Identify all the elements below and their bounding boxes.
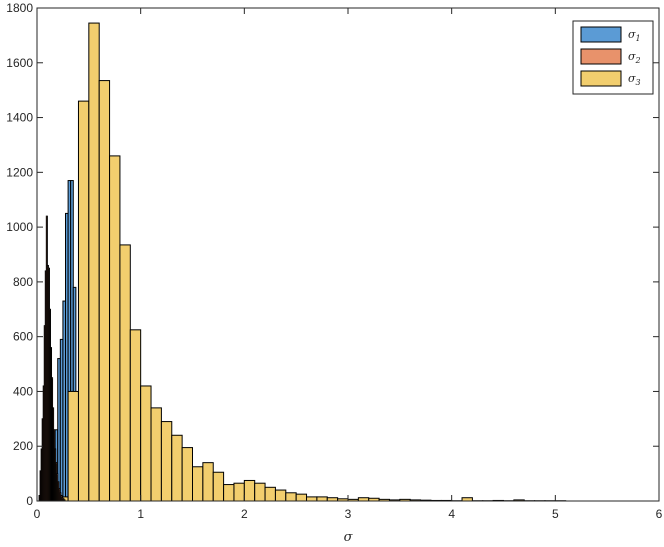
series-3-bar	[274, 489, 287, 502]
legend-swatch	[580, 70, 622, 87]
x-tick-label: 0	[34, 507, 41, 521]
legend: σ1 σ2 σ3	[572, 20, 654, 95]
y-tick-label: 1400	[6, 111, 33, 125]
series-3-bar	[129, 329, 142, 502]
y-tick-label: 0	[26, 494, 33, 508]
ticks-layer: 0 1 2 3 4 5 6 0 200 400 600 800 1000 1200 1400 1600 1800	[6, 1, 662, 521]
series-3-bar	[243, 479, 256, 502]
legend-swatch	[580, 48, 622, 65]
legend-label: σ1	[628, 28, 641, 43]
series-3-bar	[119, 244, 131, 502]
series-3-bar	[171, 434, 183, 502]
legend-items: σ1 σ2 σ3	[580, 26, 641, 87]
series-3-bar	[316, 496, 328, 502]
series-3-bars	[57, 22, 567, 502]
x-tick-label: 1	[137, 507, 144, 521]
y-tick-label: 400	[13, 384, 33, 398]
y-tick-label: 600	[13, 330, 33, 344]
y-tick-label: 800	[13, 275, 33, 289]
series-3-bar	[264, 486, 276, 502]
legend-item-3: σ3	[580, 70, 641, 87]
series-3-bar	[295, 493, 308, 502]
series-3-bar	[150, 407, 162, 502]
series-3-bar	[140, 385, 152, 502]
y-tick-label: 1000	[6, 220, 33, 234]
series-3-bar	[254, 482, 266, 502]
x-axis-label: σ	[344, 530, 354, 545]
legend-label: σ3	[628, 72, 641, 87]
series-3-bar	[285, 492, 297, 502]
series-3-bar	[88, 22, 100, 502]
x-tick-label: 5	[552, 507, 559, 521]
series-3-bar	[77, 100, 90, 502]
legend-swatch	[580, 26, 622, 43]
x-tick-label: 4	[448, 507, 455, 521]
x-tick-label: 6	[656, 507, 663, 521]
series-3-bar	[160, 421, 173, 502]
series-3-bar	[212, 471, 225, 502]
legend-item-1: σ1	[580, 26, 641, 43]
y-tick-label: 1800	[6, 1, 33, 15]
x-tick-label: 3	[345, 507, 352, 521]
legend-label: σ2	[628, 50, 641, 65]
y-tick-label: 1600	[6, 56, 33, 70]
series-3-bar	[306, 496, 318, 502]
y-tick-label: 1200	[6, 165, 33, 179]
series-3-bar	[67, 390, 79, 502]
series-3-bar	[192, 466, 204, 502]
series-3-bar	[181, 447, 193, 502]
series-3-bar	[98, 80, 111, 502]
x-tick-label: 2	[241, 507, 248, 521]
y-tick-label: 200	[13, 439, 33, 453]
series-3-bar	[202, 462, 214, 502]
series-3-bar	[109, 155, 121, 502]
legend-item-2: σ2	[580, 48, 641, 65]
series-3-bar	[223, 484, 235, 502]
series-3-bar	[233, 482, 245, 502]
